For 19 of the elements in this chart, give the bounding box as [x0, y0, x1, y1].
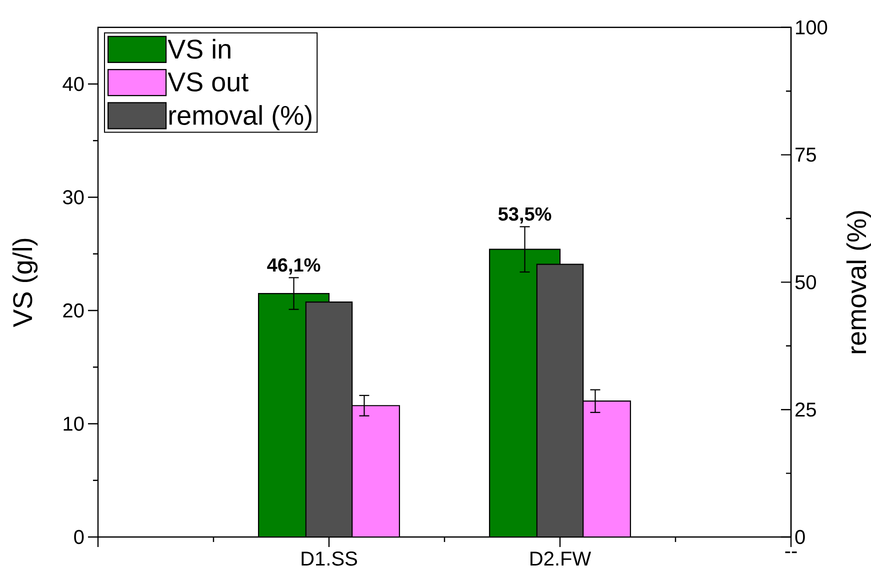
- y2-tick-label: 100: [796, 20, 828, 34]
- y-axis-title: VS (g/l): [12, 238, 38, 328]
- y-tick-label: 0: [74, 530, 84, 544]
- y-tick-label: 20: [63, 303, 84, 318]
- x-tick-label: --: [785, 552, 797, 554]
- data-label: 46,1%: [267, 258, 320, 274]
- y-tick-label: 40: [62, 76, 84, 92]
- y2-tick-label: 75: [796, 148, 816, 162]
- y-tick-label: 30: [63, 190, 84, 204]
- y2-tick-label: 0: [795, 530, 805, 544]
- legend-label: VS out: [168, 72, 248, 92]
- x-tick-label: D2.FW: [530, 552, 592, 566]
- y2-tick-label: 25: [796, 402, 816, 417]
- y-tick-label: 10: [64, 416, 84, 431]
- legend-label: removal (%): [169, 105, 312, 130]
- data-label: 53,5%: [498, 207, 552, 224]
- y2-tick-label: 50: [795, 275, 816, 290]
- legend-label: VS in: [168, 38, 230, 59]
- x-tick-label: D1.SS: [302, 552, 357, 566]
